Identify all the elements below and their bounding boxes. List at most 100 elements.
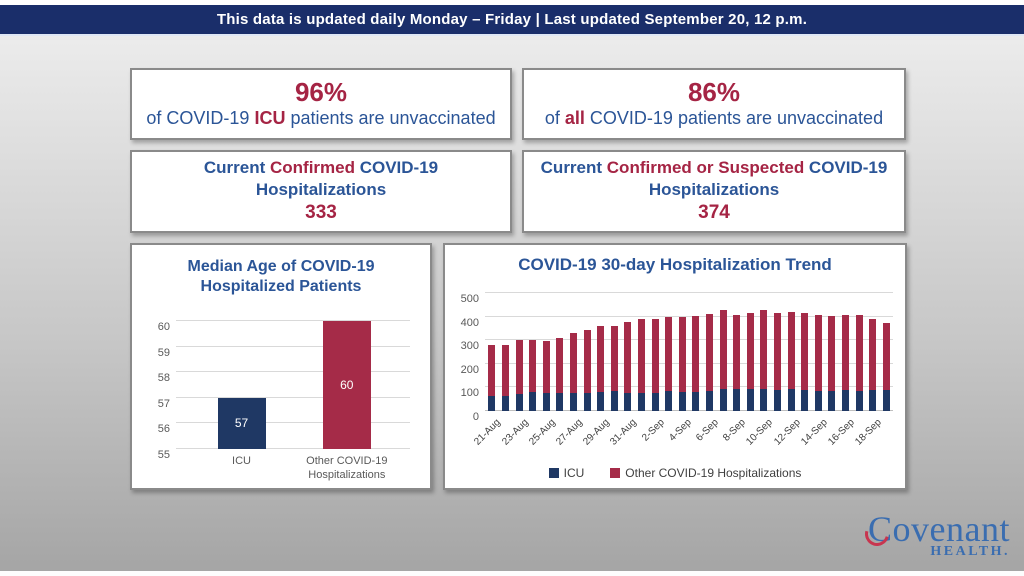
trend-bar-icu — [733, 389, 741, 411]
trend-bar-icu — [882, 390, 890, 411]
trend-bar-icu — [624, 392, 632, 411]
trend-bar-icu — [841, 390, 849, 411]
y-axis-tick: 200 — [460, 363, 479, 376]
trend-bar-icu — [515, 394, 523, 411]
all-unvaccinated-percent: 86% — [687, 77, 741, 108]
trend-bar-other — [651, 318, 659, 393]
trend-bar-other — [624, 321, 632, 393]
trend-bar-other — [773, 313, 781, 390]
icu-legend-label: ICU — [563, 466, 585, 480]
trend-bar-icu — [529, 392, 537, 411]
top-margin — [0, 0, 1024, 5]
median-age-chart-title: Median Age of COVID-19 Hospitalized Pati… — [187, 258, 375, 295]
trend-bar-other — [801, 313, 809, 391]
trend-bar-other — [787, 312, 795, 390]
x-date-label: 29-Aug — [581, 417, 612, 448]
gridline — [176, 396, 410, 398]
x-date-label: 16-Sep — [826, 417, 857, 448]
trend-bar-icu — [610, 391, 618, 411]
confirmed-suspected-title-line2: Hospitalizations — [648, 180, 780, 200]
covenant-health-logo: Covenant HEALTH. — [824, 511, 1010, 560]
confirmed-count: 333 — [305, 202, 337, 224]
x-date-label: 18-Sep — [853, 417, 884, 448]
gridline — [485, 315, 893, 317]
bar-value-label: 57 — [234, 416, 249, 431]
y-axis-tick: 56 — [157, 423, 170, 436]
trend-bar-icu — [692, 392, 700, 411]
trend-bar-other — [882, 322, 890, 391]
trend-bar-other — [501, 344, 509, 397]
trend-bar-icu — [569, 392, 577, 411]
trend-legend: ICU Other COVID-19 Hospitalizations — [445, 466, 905, 480]
stat-card-icu-unvaccinated: 96% of COVID-19 ICU patients are unvacci… — [130, 68, 512, 140]
gridline — [485, 386, 893, 388]
bar-value-label: 60 — [340, 378, 354, 392]
y-axis-tick: 300 — [460, 340, 479, 353]
x-date-label: 27-Aug — [554, 417, 585, 448]
stat-card-confirmed-suspected-hospitalizations: Current Confirmed or Suspected COVID-19 … — [522, 150, 906, 233]
trend-bar-icu — [583, 392, 591, 411]
legend-item-other: Other COVID-19 Hospitalizations — [610, 466, 801, 480]
all-unvaccinated-caption: of all COVID-19 patients are unvaccinate… — [544, 108, 884, 129]
trend-bar-other — [692, 315, 700, 393]
trend-bar-other — [610, 325, 618, 392]
x-date-label: 23-Aug — [499, 417, 531, 448]
trend-bar-icu — [773, 389, 781, 411]
trend-bar-icu — [746, 388, 754, 411]
update-banner: This data is updated daily Monday – Frid… — [0, 5, 1024, 36]
trend-bar-other — [814, 314, 822, 391]
icu-unvaccinated-percent: 96% — [294, 77, 348, 108]
x-date-label: 14-Sep — [798, 417, 830, 448]
y-axis-tick: 0 — [472, 411, 479, 423]
trend-bar-other — [828, 315, 836, 391]
trend-bar-other — [488, 344, 496, 397]
trend-bar-icu — [760, 389, 768, 411]
trend-bar-icu — [787, 389, 795, 411]
x-date-label: 6-Sep — [694, 417, 721, 444]
y-axis-tick: 100 — [460, 387, 479, 400]
trend-bar-icu — [637, 392, 645, 411]
stat-card-all-unvaccinated: 86% of all COVID-19 patients are unvacci… — [522, 68, 906, 140]
trend-bar-icu — [855, 390, 863, 411]
trend-bar-other — [529, 339, 537, 393]
trend-bar-icu — [488, 396, 496, 411]
y-axis-tick: 60 — [157, 321, 170, 333]
x-date-label: 4-Sep — [666, 417, 694, 444]
trend-bar-other — [678, 317, 686, 392]
x-date-label: 12-Sep — [771, 417, 803, 448]
trend-bar-icu — [501, 396, 509, 411]
trend-bar-other — [746, 313, 754, 389]
trend-bar-other — [665, 316, 673, 391]
confirmed-suspected-count: 374 — [698, 202, 730, 224]
trend-bar-icu — [665, 390, 673, 411]
trend-bar-other — [637, 319, 645, 393]
trend-bar-other — [569, 332, 577, 393]
trend-bar-other — [583, 330, 591, 393]
trend-bar-icu — [651, 392, 659, 411]
y-axis-tick: 59 — [157, 346, 170, 359]
bottom-margin — [0, 571, 1024, 576]
trend-bar-other — [705, 313, 713, 391]
update-banner-text: This data is updated daily Monday – Frid… — [216, 11, 808, 28]
y-axis-tick: 55 — [157, 449, 170, 461]
gridline — [485, 362, 893, 364]
trend-bar-other — [597, 326, 605, 393]
trend-bar-other — [841, 315, 849, 391]
trend-bar-icu — [678, 391, 686, 411]
trend-bar-icu — [597, 392, 605, 411]
trend-bar-icu — [705, 390, 713, 411]
icu-legend-swatch — [548, 468, 559, 478]
median-age-bar: 57 — [217, 397, 266, 449]
trend-bar-other — [733, 315, 741, 390]
logo-subtext: HEALTH. — [930, 544, 1010, 559]
confirmed-title-line2: Hospitalizations — [255, 180, 387, 200]
y-axis-tick: 500 — [460, 293, 479, 305]
trend-chart-title: COVID-19 30-day Hospitalization Trend — [518, 255, 832, 274]
gridline — [176, 371, 410, 373]
x-category-label: ICU — [232, 455, 251, 467]
trend-bar-icu — [801, 390, 809, 411]
other-legend-label: Other COVID-19 Hospitalizations — [625, 466, 802, 480]
median-age-plot-area: 55 56 57 58 59 60 57 60 — [158, 320, 410, 461]
gridline — [176, 422, 410, 424]
